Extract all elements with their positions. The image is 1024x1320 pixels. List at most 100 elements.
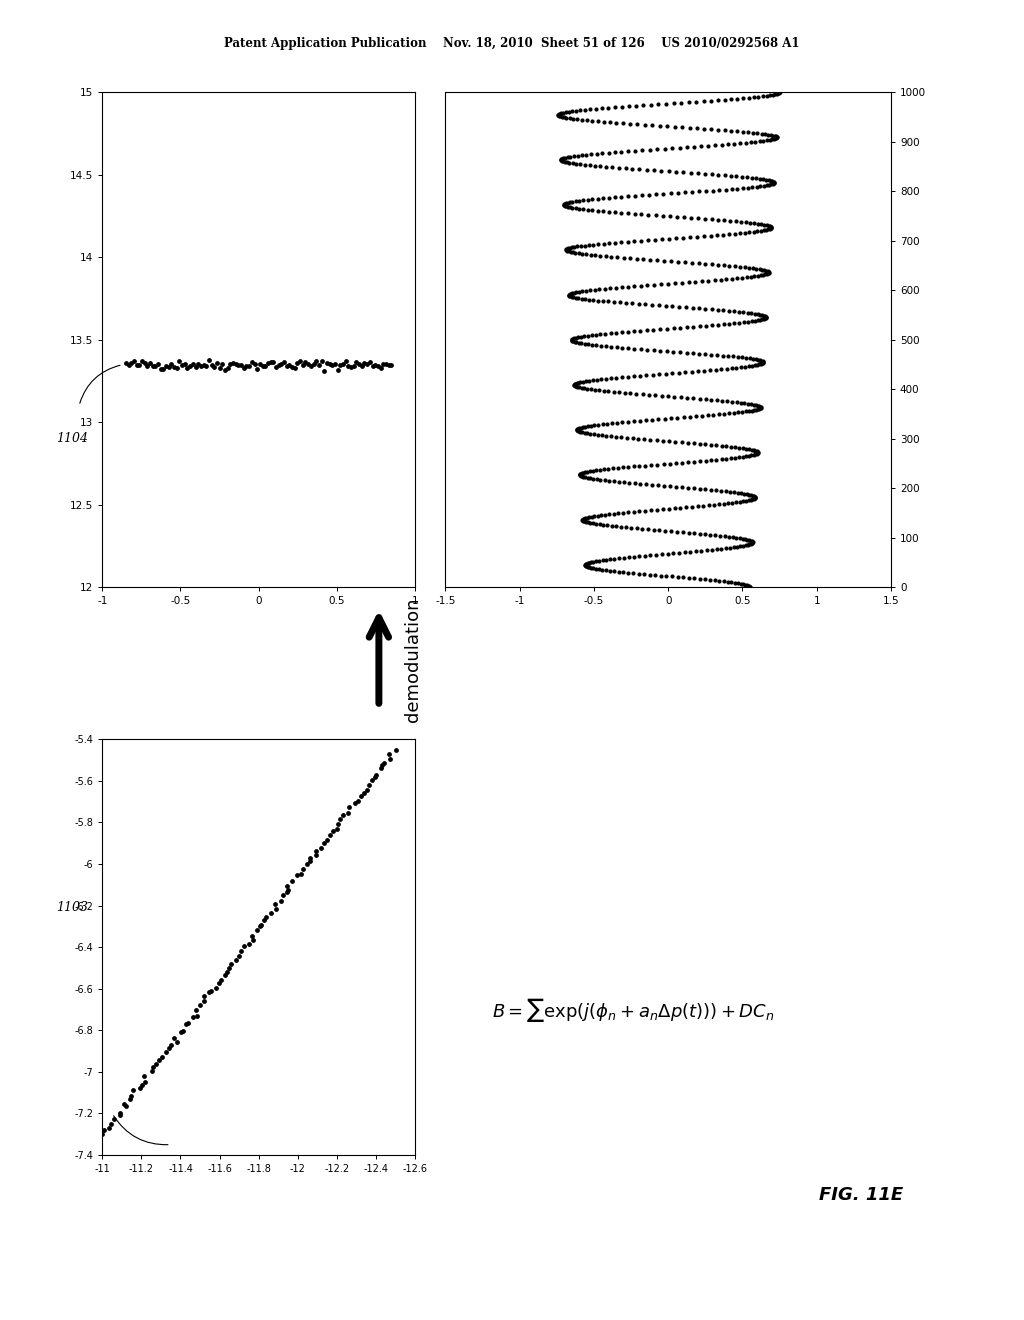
Point: [599, 413, 615, 434]
Point: [613, 96, 630, 117]
Point: [282, 355, 298, 376]
Point: [750, 304, 766, 325]
Point: [717, 120, 733, 141]
Point: [602, 112, 618, 133]
Point: [209, 352, 225, 374]
Point: [657, 363, 674, 384]
Point: [583, 379, 599, 400]
Point: [293, 863, 309, 884]
Point: [575, 199, 592, 220]
Point: [735, 535, 752, 556]
Point: [679, 387, 695, 408]
Point: [655, 183, 672, 205]
Point: [676, 207, 692, 228]
Point: [559, 240, 575, 261]
Point: [716, 210, 732, 231]
Point: [596, 470, 612, 491]
Point: [632, 321, 648, 342]
Point: [633, 275, 649, 296]
Point: [726, 573, 742, 594]
Point: [578, 467, 594, 488]
Point: [581, 507, 597, 528]
Point: [671, 362, 687, 383]
Point: [626, 366, 642, 387]
Point: [188, 1006, 205, 1027]
Point: [598, 560, 614, 581]
Point: [748, 440, 764, 461]
Point: [598, 425, 614, 446]
Point: [279, 882, 295, 903]
Point: [741, 222, 758, 243]
Point: [750, 399, 766, 420]
Point: [705, 314, 721, 335]
Point: [642, 140, 658, 161]
Point: [338, 350, 354, 371]
Point: [575, 511, 592, 532]
Point: [731, 446, 748, 467]
Point: [729, 178, 745, 199]
Point: [763, 216, 779, 238]
Point: [571, 281, 588, 302]
Point: [663, 251, 679, 272]
Point: [325, 355, 341, 376]
Point: [647, 205, 664, 226]
Point: [572, 235, 589, 256]
Point: [550, 104, 566, 125]
Point: [612, 516, 629, 537]
Point: [367, 767, 383, 788]
Point: [605, 503, 622, 524]
Point: [607, 232, 624, 253]
Point: [316, 360, 333, 381]
Point: [750, 354, 766, 375]
Point: [752, 309, 768, 330]
Point: [768, 127, 784, 148]
Point: [339, 803, 355, 824]
Point: [723, 88, 739, 110]
Point: [742, 533, 759, 554]
Point: [568, 327, 585, 348]
Point: [662, 228, 678, 249]
Point: [723, 447, 739, 469]
Point: [763, 216, 779, 238]
Point: [569, 420, 586, 441]
Point: [722, 537, 738, 558]
Point: [653, 385, 670, 407]
Point: [637, 114, 653, 135]
Point: [174, 355, 190, 376]
Point: [677, 252, 693, 273]
Point: [580, 467, 596, 488]
Point: [638, 364, 654, 385]
Point: [580, 199, 596, 220]
Point: [308, 841, 325, 862]
Point: [570, 421, 587, 442]
Point: [756, 176, 772, 197]
Point: [303, 355, 319, 376]
Point: [136, 352, 153, 374]
Point: [696, 569, 713, 590]
Point: [569, 236, 586, 257]
Point: [669, 521, 685, 543]
Point: [232, 355, 249, 376]
Point: [767, 84, 783, 106]
Point: [343, 356, 359, 378]
Point: [308, 350, 325, 371]
Point: [118, 352, 134, 374]
Point: [610, 561, 627, 582]
Point: [580, 553, 596, 574]
Point: [256, 909, 272, 931]
Point: [551, 106, 567, 127]
Point: [578, 99, 594, 120]
Point: [737, 535, 754, 556]
Point: [721, 313, 737, 334]
Point: [375, 354, 391, 375]
Point: [722, 210, 738, 231]
Point: [609, 458, 626, 479]
Point: [746, 213, 763, 234]
Point: [690, 253, 707, 275]
Point: [574, 371, 591, 392]
Point: [660, 161, 677, 182]
Point: [641, 185, 657, 206]
Point: [608, 367, 625, 388]
Point: [558, 152, 574, 173]
Point: [585, 557, 601, 578]
